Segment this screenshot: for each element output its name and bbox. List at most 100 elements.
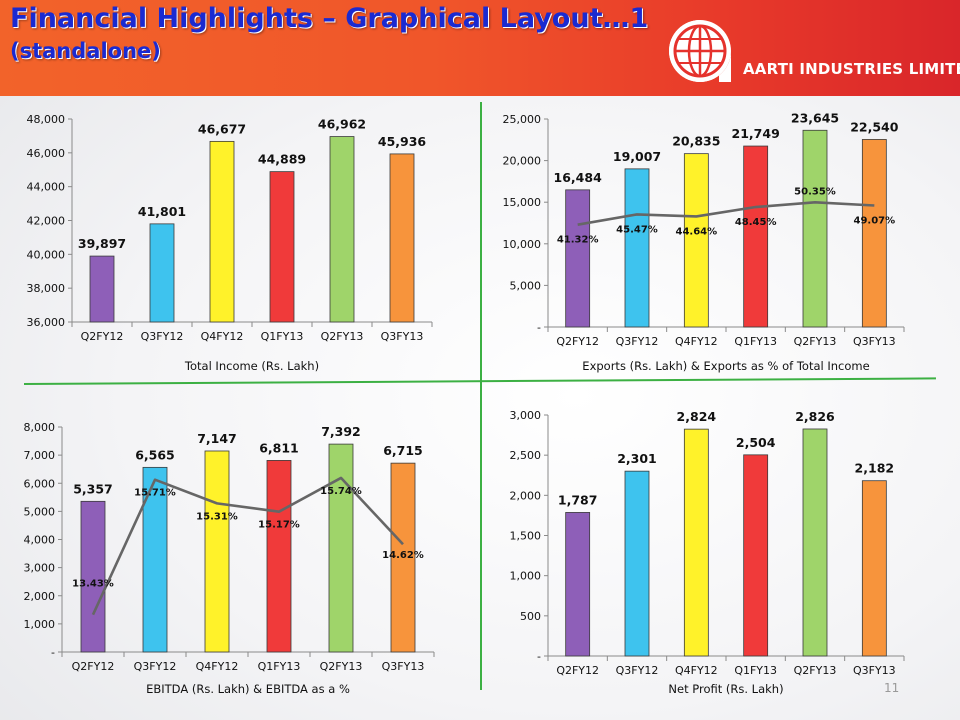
y-tick-label: 2,000 (510, 489, 542, 502)
y-tick-label: 10,000 (503, 238, 542, 251)
percentage-line (577, 201, 875, 226)
y-tick-label: 500 (520, 610, 541, 623)
line-value-label: 50.35% (794, 186, 836, 197)
x-tick-label: Q3FY12 (616, 335, 659, 348)
page-number: 11 (884, 681, 900, 695)
y-tick-label: 8,000 (24, 421, 56, 434)
bar-value-label: 46,962 (318, 117, 366, 132)
y-tick-label: 3,000 (24, 562, 56, 575)
bar-value-label: 16,484 (554, 170, 603, 185)
x-tick-label: Q3FY12 (616, 664, 659, 677)
bar (802, 428, 828, 657)
bar-value-label: 6,715 (383, 443, 423, 458)
y-tick-label: 46,000 (27, 147, 66, 160)
chart-title: EBITDA (Rs. Lakh) & EBITDA as a % (146, 682, 350, 696)
y-tick-label: - (51, 646, 55, 659)
line-value-label: 45.47% (616, 224, 658, 235)
bar (743, 454, 769, 657)
line-value-label: 14.62% (382, 550, 424, 561)
slide-subtitle: (standalone) (10, 39, 161, 63)
bar-value-label: 46,677 (198, 121, 246, 136)
percentage-line (91, 476, 404, 616)
chart-exports: - 5,000 10,000 15,000 20,000 25,000 16,484 Q2FY… (503, 110, 905, 373)
chart-title: Total Income (Rs. Lakh) (184, 359, 319, 373)
x-tick-label: Q2FY13 (321, 330, 364, 343)
y-tick-label: 2,500 (510, 449, 542, 462)
bar (328, 443, 354, 653)
bar (861, 139, 887, 328)
bar (204, 450, 230, 653)
bar-value-label: 6,811 (259, 440, 299, 455)
y-tick-label: 15,000 (503, 196, 542, 209)
slide-title: Financial Highlights – Graphical Layout…… (10, 3, 649, 34)
bar-value-label: 2,182 (855, 461, 895, 476)
bar (743, 145, 769, 328)
bar-value-label: 21,749 (732, 126, 780, 141)
x-tick-label: Q2FY12 (556, 664, 599, 677)
y-tick-label: - (537, 321, 541, 334)
line-value-label: 48.45% (735, 217, 777, 228)
y-tick-label: 5,000 (24, 505, 56, 518)
bar-value-label: 1,787 (558, 492, 598, 507)
bar (802, 129, 828, 328)
y-tick-label: 6,000 (24, 477, 56, 490)
chart-net-profit: - 500 1,000 1,500 2,000 2,500 3,000 1,787 Q2FY12… (510, 409, 905, 696)
bar (624, 470, 650, 657)
line-value-label: 41.32% (557, 235, 599, 246)
line-value-label: 15.31% (196, 511, 238, 522)
bar-value-label: 22,540 (850, 119, 899, 134)
bar-value-label: 23,645 (791, 110, 839, 125)
bar-value-label: 7,392 (321, 424, 361, 439)
y-tick-label: 36,000 (27, 316, 66, 329)
y-tick-label: 40,000 (27, 248, 66, 261)
line-value-label: 15.17% (258, 520, 300, 531)
chart-title: Exports (Rs. Lakh) & Exports as % of Tot… (582, 359, 869, 373)
y-tick-label: 38,000 (27, 282, 66, 295)
bar (266, 460, 292, 653)
x-tick-label: Q2FY13 (794, 664, 837, 677)
bar (683, 153, 709, 328)
chart-total-income: 36,000 38,000 40,000 42,000 44,000 46,000 48,0… (27, 113, 433, 373)
bar (861, 480, 887, 657)
bar (329, 136, 355, 323)
y-tick-label: 1,000 (24, 618, 56, 631)
bar (389, 153, 415, 323)
bar-value-label: 39,897 (78, 236, 126, 251)
bar (565, 512, 591, 657)
bar-value-label: 41,801 (138, 204, 186, 219)
y-tick-label: 48,000 (27, 113, 66, 126)
x-tick-label: Q3FY12 (134, 660, 177, 673)
x-tick-label: Q3FY13 (382, 660, 425, 673)
x-tick-label: Q2FY13 (794, 335, 837, 348)
x-tick-label: Q3FY13 (853, 335, 896, 348)
bar (80, 500, 106, 653)
y-tick-label: 5,000 (510, 279, 542, 292)
bar-value-label: 2,301 (617, 451, 657, 466)
bar (269, 171, 295, 323)
x-tick-label: Q4FY12 (201, 330, 244, 343)
y-tick-label: 7,000 (24, 449, 56, 462)
bar (89, 255, 115, 323)
line-value-label: 13.43% (72, 579, 114, 590)
y-tick-label: 1,500 (510, 530, 542, 543)
x-tick-label: Q4FY12 (675, 664, 718, 677)
y-tick-label: 4,000 (24, 534, 56, 547)
x-tick-label: Q4FY12 (675, 335, 718, 348)
line-value-label: 15.74% (320, 486, 362, 497)
x-tick-label: Q1FY13 (261, 330, 304, 343)
bar-value-label: 45,936 (378, 134, 427, 149)
x-tick-label: Q3FY12 (141, 330, 184, 343)
bar-value-label: 44,889 (258, 152, 306, 167)
bar (565, 189, 591, 328)
y-tick-label: 20,000 (503, 155, 542, 168)
line-value-label: 15.71% (134, 488, 176, 499)
y-tick-label: 1,000 (510, 570, 542, 583)
x-tick-label: Q1FY13 (258, 660, 301, 673)
vertical-divider (480, 102, 482, 690)
bar-value-label: 5,357 (73, 481, 113, 496)
bar-value-label: 2,504 (736, 435, 776, 450)
bar-value-label: 19,007 (613, 149, 661, 164)
bar-value-label: 2,824 (677, 409, 717, 424)
y-tick-label: 2,000 (24, 590, 56, 603)
x-tick-label: Q3FY13 (381, 330, 424, 343)
